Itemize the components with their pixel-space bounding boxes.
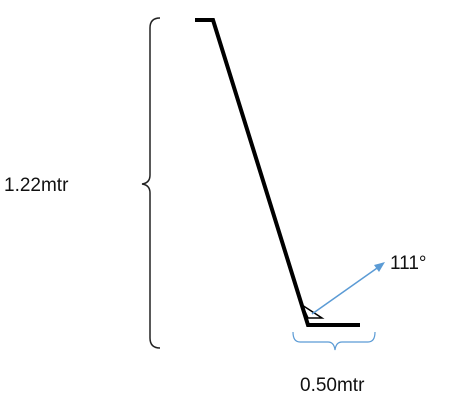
base-label: 0.50mtr [300,375,365,396]
height-label: 1.22mtr [4,175,69,196]
angle-label: 111° [390,253,426,274]
profile-line [195,18,360,327]
angle-arrow [311,265,381,315]
base-bracket [292,331,376,351]
height-brace [141,17,161,349]
arrow-head [374,262,385,272]
angle-marker [300,302,325,319]
